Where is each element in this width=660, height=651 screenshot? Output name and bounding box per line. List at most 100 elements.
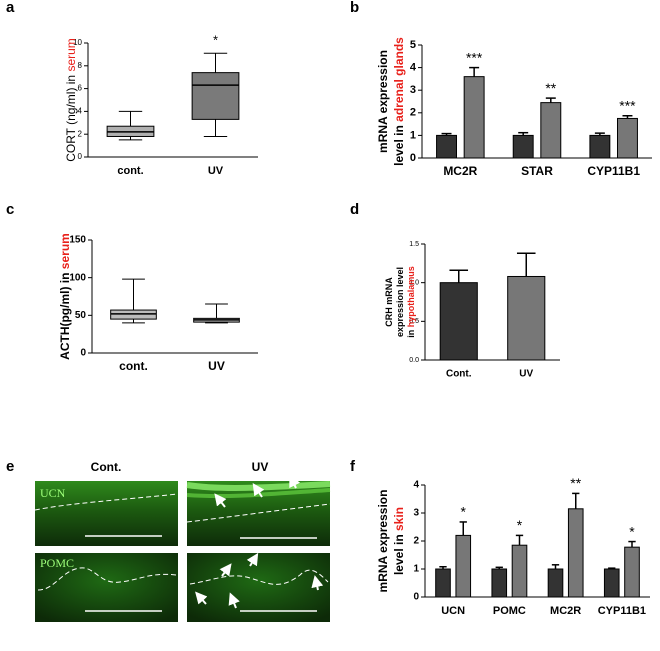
y-axis-label: CRH mRNA bbox=[384, 277, 394, 327]
y-axis-label-part: serum bbox=[58, 233, 72, 269]
x-tick-label: Cont. bbox=[446, 369, 472, 380]
panel-letter: d bbox=[350, 201, 359, 218]
y-axis-label-part: hypothalamus bbox=[406, 266, 416, 327]
y-tick-label: 150 bbox=[69, 235, 86, 246]
bar bbox=[624, 546, 640, 598]
bar bbox=[547, 568, 564, 598]
y-axis-label-part: mRNA expression bbox=[376, 490, 390, 593]
y-axis-label-part: level in bbox=[392, 531, 406, 575]
panel-letter: f bbox=[350, 458, 356, 475]
y-tick-label: 1.5 bbox=[409, 241, 419, 248]
y-tick-label: 5 bbox=[410, 39, 416, 51]
x-tick-label: UV bbox=[208, 359, 225, 373]
significance: *** bbox=[466, 49, 483, 65]
bar bbox=[463, 76, 485, 159]
significance: ** bbox=[545, 80, 556, 96]
y-axis-label-part: adrenal glands bbox=[392, 37, 406, 122]
y-axis-label-part: ACTH(pg/ml) in bbox=[58, 269, 72, 360]
box bbox=[191, 72, 240, 120]
y-tick-label: 3 bbox=[410, 84, 416, 96]
arrows bbox=[195, 474, 324, 609]
x-tick-label: UCN bbox=[441, 605, 465, 617]
x-tick-label: CYP11B1 bbox=[598, 605, 646, 617]
y-tick-label: 2 bbox=[410, 107, 416, 119]
y-tick-label: 3 bbox=[413, 508, 419, 519]
row-label: POMC bbox=[40, 556, 74, 570]
x-tick-label: cont. bbox=[119, 359, 148, 373]
image bbox=[35, 481, 178, 546]
significance: * bbox=[517, 517, 523, 533]
y-tick-label: 0 bbox=[410, 152, 416, 164]
y-tick-label: 10 bbox=[73, 38, 82, 47]
y-axis-label-part: skin bbox=[392, 507, 406, 531]
y-axis-label: ACTH(pg/ml) in serum bbox=[58, 233, 72, 360]
y-tick-label: 4 bbox=[413, 480, 419, 491]
bar bbox=[603, 568, 620, 598]
micrographs: e Cont. UV UCN POMC bbox=[6, 458, 331, 622]
y-axis-label-part: CORT (ng/ml) in bbox=[64, 72, 78, 162]
bar bbox=[439, 282, 478, 361]
bar bbox=[567, 508, 584, 598]
x-tick-label: cont. bbox=[117, 165, 143, 177]
y-tick-label: 2 bbox=[413, 536, 419, 547]
bar bbox=[491, 568, 508, 598]
y-axis-label-part: CRH mRNA bbox=[384, 277, 394, 327]
y-tick-label: 6 bbox=[78, 84, 83, 93]
significance: * bbox=[629, 523, 635, 539]
x-tick-label: CYP11B1 bbox=[587, 164, 640, 178]
y-tick-label: 4 bbox=[410, 62, 417, 74]
y-axis-label-part: serum bbox=[64, 38, 78, 71]
y-tick-label: 8 bbox=[78, 61, 83, 70]
significance: *** bbox=[619, 97, 636, 113]
significance: * bbox=[213, 33, 218, 48]
y-tick-label: 2 bbox=[78, 129, 83, 138]
texture bbox=[186, 481, 331, 491]
dashed-line bbox=[34, 493, 179, 511]
texture bbox=[186, 488, 331, 499]
y-axis-label: level in skin bbox=[392, 507, 406, 575]
y-axis-label-part: in bbox=[406, 327, 416, 338]
y-tick-label: 1 bbox=[410, 129, 416, 141]
bar bbox=[617, 117, 638, 159]
dashed-line bbox=[37, 567, 177, 591]
bar bbox=[589, 134, 611, 159]
panel-letter: b bbox=[350, 0, 359, 16]
significance: ** bbox=[570, 475, 581, 491]
bar bbox=[436, 134, 458, 159]
x-tick-label: UV bbox=[208, 165, 224, 177]
panel-letter: c bbox=[6, 201, 14, 218]
y-axis-label: mRNA expression bbox=[376, 490, 390, 593]
x-tick-label: MC2R bbox=[443, 164, 477, 178]
dashed-line bbox=[189, 569, 329, 585]
y-axis-label: expression level bbox=[395, 267, 405, 337]
y-tick-label: 4 bbox=[78, 107, 83, 116]
y-tick-label: 0 bbox=[80, 348, 86, 359]
y-tick-label: 1.0 bbox=[409, 280, 419, 287]
row-label: UCN bbox=[40, 486, 66, 500]
x-tick-label: MC2R bbox=[550, 605, 581, 617]
x-tick-label: STAR bbox=[521, 164, 553, 178]
panel-letter: e bbox=[6, 458, 14, 475]
significance: * bbox=[461, 504, 467, 520]
y-axis-label: mRNA expression bbox=[376, 50, 390, 153]
column-label: Cont. bbox=[91, 460, 122, 474]
y-tick-label: 100 bbox=[69, 272, 86, 283]
column-label: UV bbox=[252, 460, 269, 474]
bar bbox=[507, 275, 546, 361]
y-axis-label-part: expression level bbox=[395, 267, 405, 337]
y-tick-label: 50 bbox=[75, 310, 87, 321]
y-tick-label: 1 bbox=[413, 564, 419, 575]
bar bbox=[455, 534, 472, 598]
bar bbox=[511, 544, 528, 598]
bar bbox=[512, 134, 534, 159]
y-axis-label: in hypothalamus bbox=[406, 266, 416, 338]
y-tick-label: 0 bbox=[78, 152, 83, 161]
y-axis-label-part: level in bbox=[392, 122, 406, 166]
y-axis-label-part: mRNA expression bbox=[376, 50, 390, 153]
bar bbox=[540, 102, 562, 159]
x-tick-label: POMC bbox=[493, 605, 526, 617]
y-tick-label: 0.5 bbox=[409, 318, 419, 325]
x-tick-label: UV bbox=[519, 369, 533, 380]
y-axis-label: CORT (ng/ml) in serum bbox=[64, 38, 78, 162]
